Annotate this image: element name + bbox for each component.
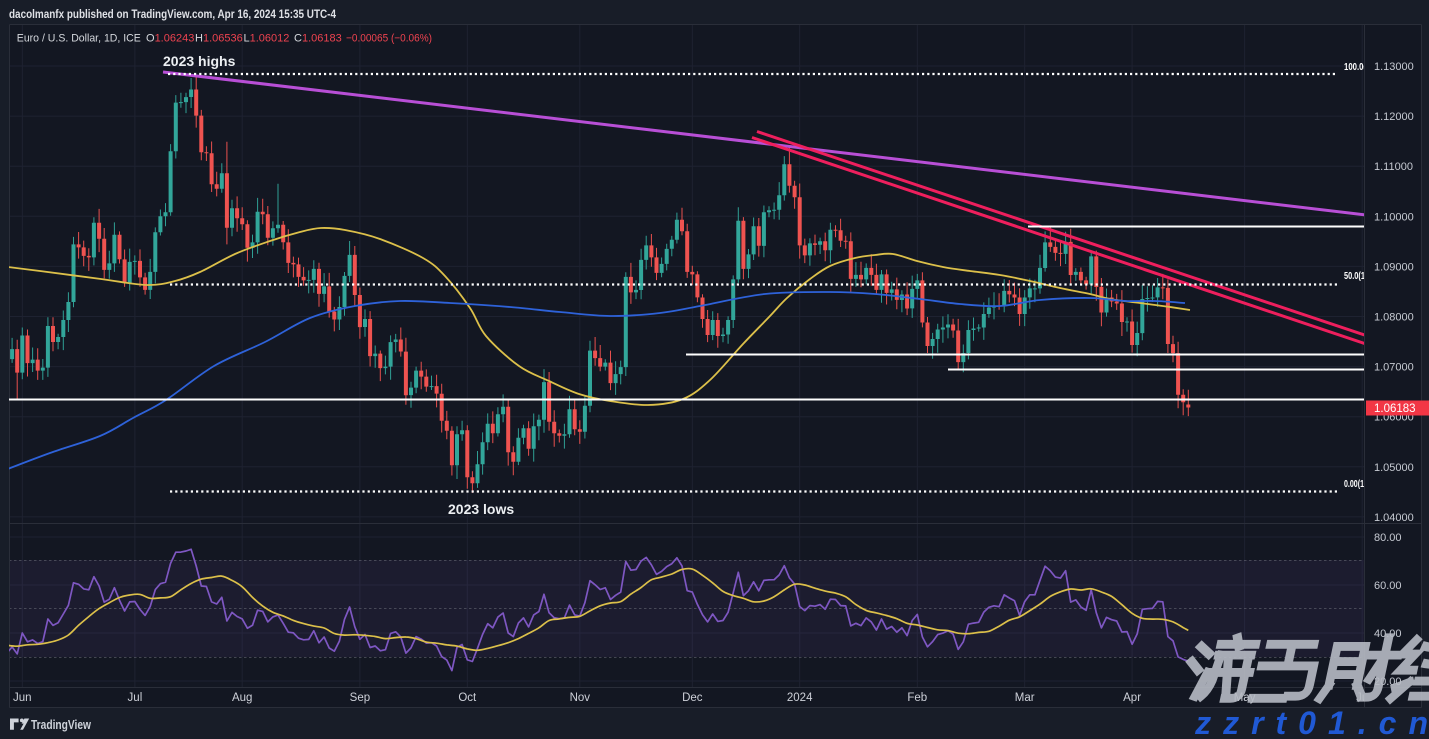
svg-text:Dec: Dec (682, 692, 703, 704)
svg-text:100.0(: 100.0( (1344, 62, 1367, 73)
svg-text:2023 lows: 2023 lows (448, 501, 514, 517)
svg-text:Jun: Jun (13, 692, 32, 704)
svg-text:1.05000: 1.05000 (1374, 462, 1414, 474)
svg-text:1.09000: 1.09000 (1374, 261, 1414, 273)
svg-text:Nov: Nov (570, 692, 591, 704)
svg-text:Jul: Jul (128, 692, 143, 704)
svg-text:H1.06536: H1.06536 (195, 33, 243, 45)
svg-text:Aug: Aug (232, 692, 252, 704)
svg-text:60.00: 60.00 (1374, 580, 1402, 592)
svg-text:Sep: Sep (350, 692, 370, 704)
svg-text:1.06183: 1.06183 (1374, 403, 1416, 415)
svg-text:1.10000: 1.10000 (1374, 211, 1414, 223)
svg-text:Feb: Feb (907, 692, 927, 704)
svg-text:Apr: Apr (1123, 692, 1141, 704)
svg-text:zzrt01.cn: zzrt01.cn (1194, 705, 1429, 739)
svg-text:dacolmanfx published on Tradin: dacolmanfx published on TradingView.com,… (9, 9, 337, 21)
svg-text:2023 highs: 2023 highs (163, 53, 236, 69)
svg-text:Mar: Mar (1015, 692, 1035, 704)
svg-text:1.11000: 1.11000 (1374, 161, 1413, 173)
svg-text:L1.06012: L1.06012 (244, 33, 290, 45)
svg-text:1.08000: 1.08000 (1374, 312, 1414, 324)
svg-text:80.00: 80.00 (1374, 532, 1402, 544)
svg-text:O1.06243: O1.06243 (146, 33, 194, 45)
svg-text:1.04000: 1.04000 (1374, 512, 1414, 524)
svg-text:TradingView: TradingView (31, 717, 92, 732)
svg-text:50.0(1: 50.0(1 (1344, 271, 1365, 282)
svg-text:1.07000: 1.07000 (1374, 362, 1414, 374)
svg-text:1.12000: 1.12000 (1374, 111, 1414, 123)
svg-text:C1.06183: C1.06183 (294, 33, 342, 45)
svg-text:Euro / U.S. Dollar, 1D, ICE: Euro / U.S. Dollar, 1D, ICE (17, 33, 141, 45)
svg-text:−0.00065 (−0.06%): −0.00065 (−0.06%) (346, 33, 432, 45)
svg-text:2024: 2024 (787, 692, 813, 704)
svg-text:Oct: Oct (458, 692, 477, 704)
svg-text:0.00(1: 0.00(1 (1344, 479, 1364, 490)
svg-text:1.13000: 1.13000 (1374, 61, 1414, 73)
